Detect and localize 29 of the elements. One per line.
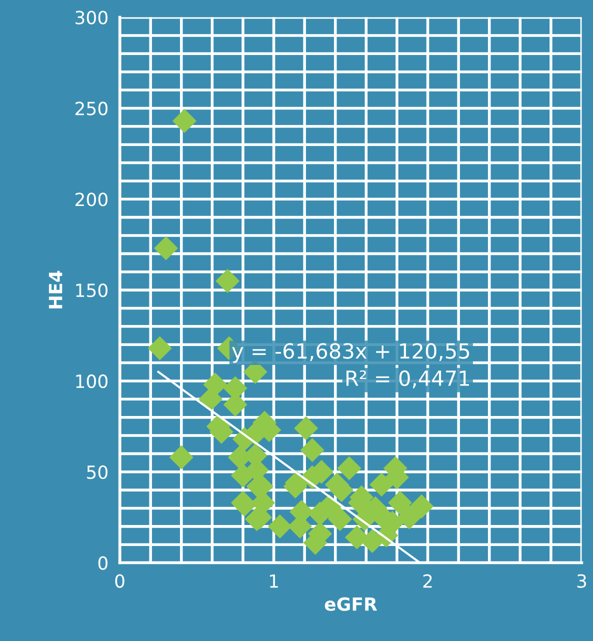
annotation: y = -61,683x + 120,55 xyxy=(232,343,470,363)
y-tick-label: 150 xyxy=(76,284,108,298)
annotation: R² = 0,4471 xyxy=(346,370,469,388)
y-tick-label: 100 xyxy=(76,374,108,388)
point xyxy=(172,108,196,133)
point xyxy=(216,268,240,293)
point xyxy=(388,490,412,515)
point xyxy=(410,494,434,518)
point xyxy=(328,507,352,532)
y-tick-label: 200 xyxy=(76,192,108,206)
x-tick-label: 2 xyxy=(423,574,432,588)
point xyxy=(154,236,178,260)
point xyxy=(397,505,422,530)
y-tick-label: 0 xyxy=(98,556,108,570)
y-tick-label: 300 xyxy=(76,10,108,24)
point xyxy=(300,438,324,462)
point xyxy=(370,472,394,497)
x-axis-title: eGFR xyxy=(324,597,378,611)
point xyxy=(294,416,318,440)
x-tick-label: 0 xyxy=(115,574,124,588)
point xyxy=(337,456,362,480)
y-tick-label: 50 xyxy=(87,465,108,479)
point xyxy=(268,514,292,538)
point xyxy=(148,336,172,360)
point xyxy=(169,445,194,470)
x-tick-label: 3 xyxy=(577,574,586,588)
x-tick-label: 1 xyxy=(270,574,278,588)
y-axis-title: HE4 xyxy=(48,270,62,308)
y-tick-label: 250 xyxy=(76,102,108,116)
